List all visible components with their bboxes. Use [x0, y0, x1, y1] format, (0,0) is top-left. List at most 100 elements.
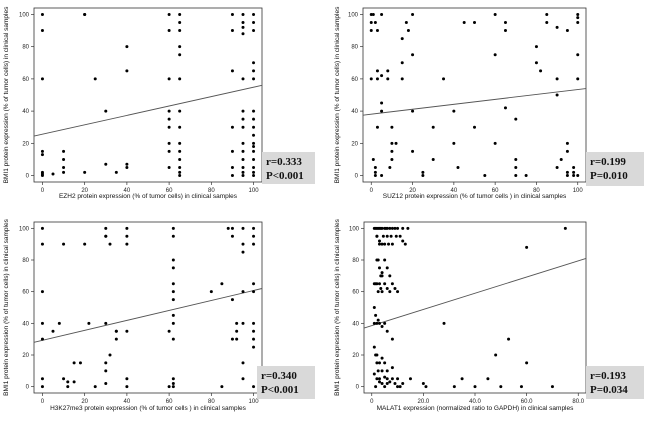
x-tick-label: 60 [166, 399, 173, 405]
data-point [87, 321, 91, 325]
data-point [220, 282, 224, 286]
y-tick-label: 100 [19, 12, 30, 18]
data-point [534, 61, 538, 65]
data-point [411, 149, 415, 153]
data-point [252, 69, 256, 73]
data-point [241, 226, 245, 230]
data-point [385, 329, 389, 333]
data-point [241, 12, 245, 16]
data-point [389, 234, 393, 238]
data-point [125, 69, 129, 73]
data-point [396, 385, 400, 389]
y-tick-label: 40 [352, 321, 359, 327]
data-point [72, 361, 76, 365]
data-point [230, 149, 234, 153]
y-tick-label: 60 [351, 77, 358, 83]
data-point [390, 149, 394, 153]
data-point [252, 385, 256, 389]
data-point [371, 12, 375, 16]
y-tick-label: 0 [355, 174, 359, 180]
data-point [519, 385, 523, 389]
data-point [209, 290, 213, 294]
data-point [171, 313, 175, 317]
data-point [241, 242, 245, 246]
data-point [383, 321, 387, 325]
data-point [421, 170, 425, 174]
data-point [376, 258, 380, 262]
data-point [442, 77, 446, 81]
data-point [114, 337, 118, 341]
data-point [394, 234, 398, 238]
data-point [171, 337, 175, 341]
data-point [379, 287, 383, 290]
data-point [473, 125, 476, 129]
data-point [369, 29, 373, 33]
data-point [178, 170, 182, 174]
data-point [241, 377, 245, 381]
data-point [235, 337, 239, 341]
data-point [171, 385, 175, 389]
data-point [383, 385, 387, 389]
data-point [388, 290, 392, 294]
regression-line [362, 88, 587, 116]
data-point [375, 125, 379, 129]
data-point [380, 226, 384, 230]
data-point [493, 12, 497, 16]
data-point [396, 290, 400, 294]
y-tick-label: 80 [351, 45, 358, 51]
data-point [377, 239, 381, 243]
data-point [380, 274, 384, 278]
data-point [545, 21, 549, 24]
y-tick-label: 20 [22, 353, 29, 359]
data-point [565, 141, 569, 145]
data-point [473, 385, 477, 389]
x-tick-label: 60 [166, 188, 173, 194]
data-point [390, 366, 394, 370]
data-point [385, 369, 389, 373]
x-axis-label: SUZ12 protein expression (% of tumor cel… [383, 193, 567, 200]
data-point [167, 12, 171, 16]
data-point [252, 234, 256, 238]
data-point [576, 53, 580, 57]
y-tick-label: 40 [351, 109, 358, 115]
data-point [377, 242, 381, 246]
data-point [373, 170, 377, 174]
data-point [171, 382, 175, 385]
data-point [252, 174, 256, 178]
data-point [371, 157, 375, 161]
data-point [555, 166, 559, 169]
data-point [493, 53, 497, 57]
data-point [51, 172, 55, 176]
data-point [503, 29, 507, 33]
data-point [252, 125, 256, 129]
data-point [178, 109, 182, 113]
data-point [171, 234, 175, 238]
data-point [252, 141, 256, 145]
stats-box [262, 152, 315, 184]
data-point [377, 380, 381, 384]
data-point [514, 117, 518, 121]
data-point [178, 21, 182, 24]
data-point [178, 149, 182, 153]
p-value: P=0.010 [590, 170, 628, 182]
data-point [390, 282, 394, 286]
data-point [483, 174, 487, 178]
data-point [171, 226, 175, 230]
data-point [550, 385, 554, 389]
data-point [385, 226, 389, 230]
data-point [78, 361, 82, 365]
y-tick-label: 0 [26, 174, 30, 180]
data-point [125, 242, 129, 246]
data-point [559, 157, 563, 161]
data-point [411, 109, 415, 113]
data-point [125, 45, 129, 49]
regression-line [33, 288, 263, 343]
data-point [241, 250, 245, 254]
data-point [545, 12, 549, 16]
data-point [385, 234, 389, 238]
scatter-panel-1: 0 20 40 60 80 100 0 20 40 60 80 100 EZH2 protein exp… [3, 6, 315, 200]
data-point [503, 106, 507, 110]
data-point [108, 353, 112, 357]
data-point [83, 242, 87, 246]
data-point [66, 385, 70, 389]
